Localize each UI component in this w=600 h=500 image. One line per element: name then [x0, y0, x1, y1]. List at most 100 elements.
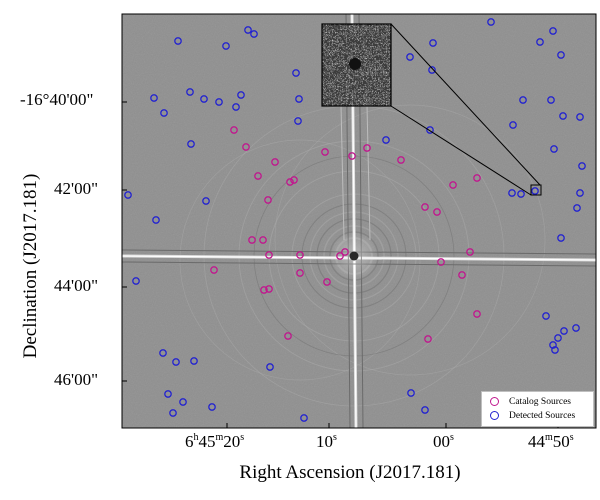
catalog-source-marker [265, 285, 273, 293]
catalog-source-marker [230, 126, 238, 134]
detected-source-marker [160, 109, 168, 117]
detected-source-marker [421, 406, 429, 414]
detected-source-marker [202, 197, 210, 205]
detected-source-marker [232, 103, 240, 111]
detected-source-marker [578, 162, 586, 170]
catalog-source-marker [363, 144, 371, 152]
x-tick-label: 00s [433, 432, 454, 451]
detected-source-marker [536, 38, 544, 46]
detected-source-marker [551, 346, 559, 354]
detected-source-marker [292, 69, 300, 77]
detected-source-marker [407, 389, 415, 397]
x-axis-label: Right Ascension (J2017.181) [239, 462, 461, 483]
detected-source-marker [509, 121, 517, 129]
source-markers [124, 18, 586, 422]
detected-source-marker [132, 277, 140, 285]
detected-source-marker [517, 190, 525, 198]
detected-source-marker [179, 398, 187, 406]
catalog-source-marker [458, 271, 466, 279]
detected-source-marker [250, 30, 258, 38]
detected-source-marker [382, 136, 390, 144]
detected-source-marker [172, 358, 180, 366]
detected-source-marker [519, 96, 527, 104]
x-tick-label: 6h45m20s [185, 432, 245, 451]
catalog-source-marker [321, 148, 329, 156]
catalog-source-marker [296, 269, 304, 277]
catalog-marker-icon [490, 397, 499, 407]
detected-source-marker [294, 117, 302, 125]
x-tick-label: 10s [316, 432, 337, 451]
catalog-source-marker [259, 236, 267, 244]
detected-source-marker [295, 95, 303, 103]
detected-source-marker [572, 324, 580, 332]
detected-source-marker [542, 312, 550, 320]
detected-source-marker [531, 187, 539, 195]
detected-source-marker [549, 27, 557, 35]
y-tick-label: 42'00" [54, 179, 99, 198]
detected-source-marker [576, 189, 584, 197]
detected-source-marker [186, 88, 194, 96]
catalog-source-marker [323, 278, 331, 286]
y-axis-label: Declination (J2017.181) [20, 173, 41, 359]
detected-source-marker [406, 53, 414, 61]
catalog-source-marker [271, 158, 279, 166]
catalog-source-marker [421, 203, 429, 211]
catalog-source-marker [341, 248, 349, 256]
detected-source-marker [187, 140, 195, 148]
legend-item-catalog: Catalog Sources [490, 395, 571, 409]
image-border [121, 13, 597, 429]
detected-source-marker [300, 414, 308, 422]
catalog-source-marker [449, 181, 457, 189]
catalog-source-marker [296, 251, 304, 259]
y-tick-label: -16°40'00" [20, 90, 94, 109]
legend-label: Detected Sources [509, 411, 576, 421]
catalog-source-marker [210, 266, 218, 274]
detected-source-marker [559, 112, 567, 120]
detected-source-marker [428, 66, 436, 74]
detected-source-marker [237, 91, 245, 99]
detected-source-marker [557, 234, 565, 242]
catalog-source-marker [260, 286, 268, 294]
detected-source-marker [200, 95, 208, 103]
zoom-box [530, 184, 542, 196]
legend: Catalog Sources Detected Sources [481, 391, 594, 427]
detected-source-marker [208, 403, 216, 411]
catalog-source-marker [473, 310, 481, 318]
detected-source-marker [169, 409, 177, 417]
catalog-source-marker [336, 252, 344, 260]
detected-source-marker [215, 98, 223, 106]
detected-source-marker [576, 113, 584, 121]
detected-source-marker [547, 96, 555, 104]
detected-source-marker [573, 204, 581, 212]
detected-source-marker [174, 37, 182, 45]
detected-source-marker [244, 26, 252, 34]
catalog-source-marker [424, 335, 432, 343]
detected-source-marker [549, 341, 557, 349]
detected-source-marker [164, 390, 172, 398]
catalog-source-marker [473, 174, 481, 182]
detected-source-marker [426, 126, 434, 134]
catalog-source-marker [264, 196, 272, 204]
catalog-source-marker [290, 176, 298, 184]
detected-source-marker [557, 51, 565, 59]
detected-source-marker [152, 216, 160, 224]
catalog-source-marker [284, 332, 292, 340]
detected-source-marker [560, 327, 568, 335]
legend-label: Catalog Sources [509, 397, 572, 407]
detected-source-marker [550, 145, 558, 153]
detected-source-marker [190, 357, 198, 365]
y-tick-label: 46'00" [54, 370, 99, 389]
detected-source-marker [487, 18, 495, 26]
detected-marker-icon [490, 411, 499, 421]
detected-source-marker [222, 42, 230, 50]
catalog-source-marker [254, 172, 262, 180]
catalog-source-marker [348, 152, 356, 160]
catalog-source-marker [397, 156, 405, 164]
inset-connector [390, 23, 541, 196]
legend-item-detected: Detected Sources [490, 409, 575, 423]
catalog-source-marker [265, 251, 273, 259]
x-tick-label: 44m50s [528, 432, 574, 451]
detected-source-marker [266, 363, 274, 371]
catalog-source-marker [466, 248, 474, 256]
